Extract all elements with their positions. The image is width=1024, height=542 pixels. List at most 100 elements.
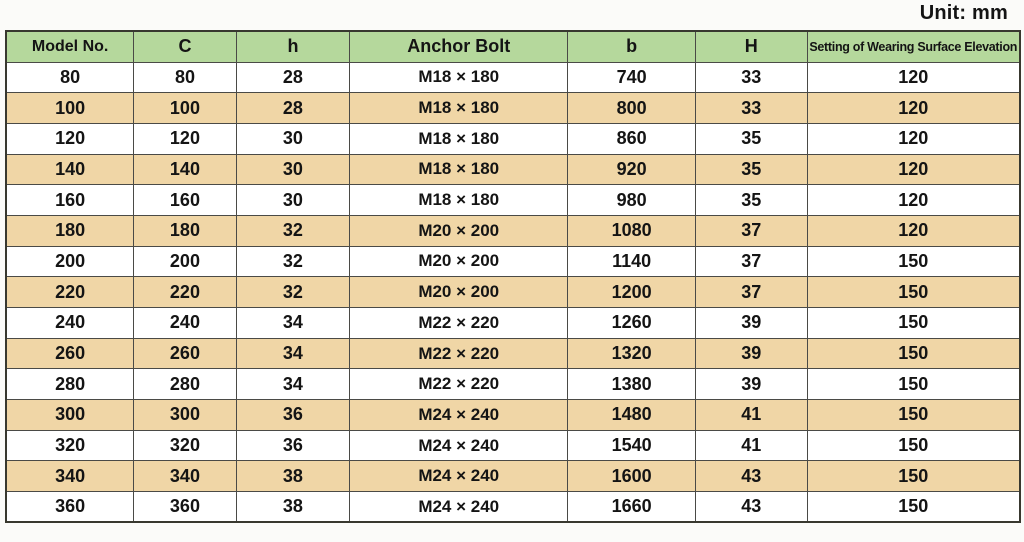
spec-table: Model No. C h Anchor Bolt b H Setting of… (5, 30, 1021, 524)
table-cell: M20 × 200 (349, 245, 569, 278)
table-row: 140 140 30 M18 × 180 920 35 120 (5, 153, 1021, 186)
table-cell: 36 (235, 429, 351, 462)
table-cell: 120 (806, 184, 1021, 216)
table-cell: 1140 (567, 245, 696, 278)
table-cell: 1660 (567, 491, 696, 523)
table-row: 200 200 32 M20 × 200 1140 37 150 (5, 245, 1021, 278)
table-cell: 37 (694, 214, 808, 247)
header-row: Model No. C h Anchor Bolt b H Setting of… (5, 30, 1021, 63)
table-cell: 150 (806, 491, 1021, 523)
table-cell: 120 (806, 92, 1021, 124)
table-cell: 1600 (567, 460, 696, 493)
table-cell: 240 (133, 307, 237, 339)
table-cell: 200 (5, 245, 135, 278)
table-cell: 120 (806, 153, 1021, 186)
table-cell: M24 × 240 (349, 429, 569, 462)
table-row: 240 240 34 M22 × 220 1260 39 150 (5, 307, 1021, 339)
table-cell: 1540 (567, 429, 696, 462)
table-row: 160 160 30 M18 × 180 980 35 120 (5, 184, 1021, 216)
table-row: 120 120 30 M18 × 180 860 35 120 (5, 122, 1021, 155)
header-cell-h: h (235, 30, 351, 63)
table-cell: 1260 (567, 307, 696, 339)
table-cell: 800 (567, 92, 696, 124)
table-cell: 43 (694, 460, 808, 493)
table-cell: 160 (5, 184, 135, 216)
table-cell: 300 (133, 399, 237, 431)
table-cell: 150 (806, 460, 1021, 493)
table-cell: 150 (806, 399, 1021, 431)
table-cell: 320 (5, 429, 135, 462)
table-cell: 1080 (567, 214, 696, 247)
table-row: 340 340 38 M24 × 240 1600 43 150 (5, 460, 1021, 493)
table-cell: 1480 (567, 399, 696, 431)
table-cell: 340 (133, 460, 237, 493)
table-cell: 1320 (567, 337, 696, 370)
table-cell: 150 (806, 337, 1021, 370)
table-cell: 260 (5, 337, 135, 370)
table-cell: 160 (133, 184, 237, 216)
table-cell: 41 (694, 429, 808, 462)
table-cell: 860 (567, 122, 696, 155)
table-row: 360 360 38 M24 × 240 1660 43 150 (5, 491, 1021, 523)
table-row: 320 320 36 M24 × 240 1540 41 150 (5, 429, 1021, 462)
table-cell: 320 (133, 429, 237, 462)
table-cell: 80 (133, 61, 237, 94)
table-cell: M18 × 180 (349, 122, 569, 155)
table-cell: 220 (5, 276, 135, 308)
table-cell: 220 (133, 276, 237, 308)
table-cell: 140 (5, 153, 135, 186)
table-cell: 33 (694, 61, 808, 94)
table-cell: M20 × 200 (349, 214, 569, 247)
table-cell: 240 (5, 307, 135, 339)
header-cell-b: b (567, 30, 696, 63)
table-cell: M24 × 240 (349, 460, 569, 493)
table-cell: 35 (694, 153, 808, 186)
table-cell: 38 (235, 460, 351, 493)
table-cell: 28 (235, 92, 351, 124)
table-cell: 34 (235, 337, 351, 370)
table-cell: 32 (235, 214, 351, 247)
table-cell: 35 (694, 184, 808, 216)
table-cell: M18 × 180 (349, 92, 569, 124)
table-cell: 280 (5, 368, 135, 401)
table-cell: 120 (806, 122, 1021, 155)
table-cell: M18 × 180 (349, 184, 569, 216)
table-cell: 980 (567, 184, 696, 216)
table-cell: 1380 (567, 368, 696, 401)
table-cell: 360 (133, 491, 237, 523)
table-cell: 180 (133, 214, 237, 247)
table-row: 220 220 32 M20 × 200 1200 37 150 (5, 276, 1021, 308)
table-cell: 360 (5, 491, 135, 523)
table-cell: 34 (235, 368, 351, 401)
table-row: 280 280 34 M22 × 220 1380 39 150 (5, 368, 1021, 401)
table-cell: 28 (235, 61, 351, 94)
table-cell: 100 (5, 92, 135, 124)
header-cell-c: C (133, 30, 237, 63)
table-cell: 740 (567, 61, 696, 94)
table-cell: 200 (133, 245, 237, 278)
table-row: 300 300 36 M24 × 240 1480 41 150 (5, 399, 1021, 431)
table-cell: 32 (235, 245, 351, 278)
unit-label: Unit: mm (919, 2, 1008, 24)
table-cell: 340 (5, 460, 135, 493)
table-cell: 150 (806, 307, 1021, 339)
header-cell-model-no: Model No. (5, 30, 135, 63)
table-cell: 280 (133, 368, 237, 401)
table-cell: 35 (694, 122, 808, 155)
table-cell: 38 (235, 491, 351, 523)
table-cell: 120 (5, 122, 135, 155)
table-cell: 37 (694, 245, 808, 278)
table-cell: M22 × 220 (349, 368, 569, 401)
table-cell: 34 (235, 307, 351, 339)
table-cell: 41 (694, 399, 808, 431)
table-cell: M24 × 240 (349, 491, 569, 523)
table-cell: M22 × 220 (349, 307, 569, 339)
table-cell: M20 × 200 (349, 276, 569, 308)
table-cell: 30 (235, 184, 351, 216)
table-cell: 39 (694, 368, 808, 401)
table-body: 80 80 28 M18 × 180 740 33 120 100 100 28 M18 × 180… (5, 61, 1021, 523)
table-cell: 120 (806, 214, 1021, 247)
table-cell: 80 (5, 61, 135, 94)
table-cell: 36 (235, 399, 351, 431)
header-cell-h-upper: H (694, 30, 808, 63)
